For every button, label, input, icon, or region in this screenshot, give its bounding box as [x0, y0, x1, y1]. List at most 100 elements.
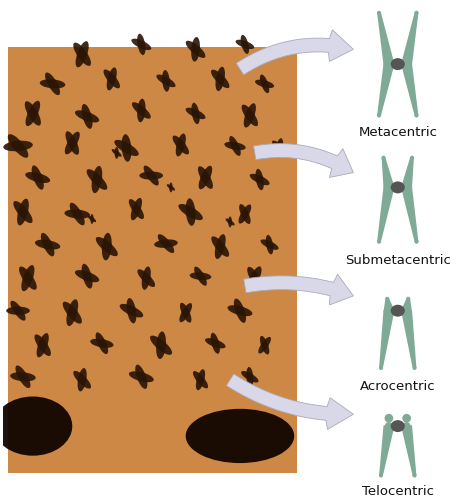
Ellipse shape — [90, 214, 94, 224]
Ellipse shape — [114, 147, 119, 159]
Ellipse shape — [381, 156, 385, 160]
Ellipse shape — [131, 38, 151, 50]
Polygon shape — [244, 274, 353, 305]
Polygon shape — [379, 310, 394, 368]
Ellipse shape — [137, 270, 155, 287]
Ellipse shape — [65, 132, 80, 154]
Ellipse shape — [255, 80, 274, 88]
Ellipse shape — [158, 234, 174, 253]
Ellipse shape — [385, 414, 393, 422]
Ellipse shape — [157, 74, 175, 87]
Ellipse shape — [35, 334, 51, 356]
Ellipse shape — [234, 298, 246, 323]
Ellipse shape — [178, 204, 203, 220]
Polygon shape — [236, 30, 353, 75]
Ellipse shape — [406, 297, 411, 301]
Ellipse shape — [193, 371, 208, 388]
Ellipse shape — [199, 166, 212, 190]
Ellipse shape — [192, 102, 200, 124]
Ellipse shape — [140, 172, 163, 179]
Ellipse shape — [129, 372, 154, 382]
Ellipse shape — [132, 102, 151, 118]
Ellipse shape — [377, 240, 381, 244]
Ellipse shape — [114, 140, 139, 156]
Ellipse shape — [385, 184, 393, 192]
Ellipse shape — [228, 305, 253, 316]
Ellipse shape — [75, 110, 99, 122]
Ellipse shape — [186, 409, 294, 463]
Ellipse shape — [112, 149, 122, 156]
Ellipse shape — [242, 104, 258, 126]
Ellipse shape — [414, 240, 419, 244]
Ellipse shape — [414, 114, 419, 117]
Ellipse shape — [156, 332, 166, 359]
Ellipse shape — [167, 184, 175, 190]
Ellipse shape — [107, 68, 117, 90]
Polygon shape — [377, 12, 394, 65]
Ellipse shape — [26, 172, 50, 183]
Ellipse shape — [385, 297, 389, 301]
Polygon shape — [227, 374, 353, 430]
Ellipse shape — [260, 74, 269, 93]
Ellipse shape — [229, 136, 241, 156]
Ellipse shape — [241, 371, 259, 382]
Ellipse shape — [36, 333, 49, 357]
Ellipse shape — [403, 60, 411, 68]
Ellipse shape — [258, 337, 271, 353]
Ellipse shape — [194, 266, 207, 286]
Ellipse shape — [186, 198, 196, 226]
Ellipse shape — [150, 336, 172, 355]
Ellipse shape — [196, 369, 205, 390]
Ellipse shape — [391, 304, 405, 316]
Ellipse shape — [0, 396, 72, 456]
Ellipse shape — [403, 60, 411, 68]
Polygon shape — [401, 12, 418, 65]
Ellipse shape — [17, 198, 29, 226]
Ellipse shape — [385, 60, 393, 68]
Ellipse shape — [211, 70, 229, 88]
Ellipse shape — [13, 201, 33, 223]
Ellipse shape — [266, 235, 273, 255]
Ellipse shape — [205, 338, 226, 348]
Ellipse shape — [8, 134, 28, 158]
Polygon shape — [379, 425, 394, 476]
Ellipse shape — [238, 204, 251, 224]
Ellipse shape — [73, 42, 91, 66]
Ellipse shape — [412, 474, 417, 478]
Ellipse shape — [173, 136, 189, 154]
Ellipse shape — [176, 134, 186, 156]
Ellipse shape — [190, 272, 211, 280]
Ellipse shape — [70, 202, 85, 226]
Ellipse shape — [96, 332, 108, 354]
Ellipse shape — [403, 414, 411, 422]
Ellipse shape — [185, 108, 206, 119]
Polygon shape — [401, 310, 416, 368]
Ellipse shape — [40, 79, 65, 88]
Ellipse shape — [403, 184, 411, 192]
Ellipse shape — [19, 266, 37, 290]
Ellipse shape — [82, 264, 93, 288]
Ellipse shape — [410, 156, 414, 160]
Ellipse shape — [78, 368, 87, 392]
Ellipse shape — [239, 204, 251, 224]
Ellipse shape — [180, 302, 192, 322]
Ellipse shape — [64, 210, 90, 218]
Ellipse shape — [260, 336, 269, 354]
Ellipse shape — [104, 70, 120, 88]
Ellipse shape — [272, 140, 287, 156]
Ellipse shape — [247, 267, 262, 289]
Ellipse shape — [16, 366, 30, 388]
Ellipse shape — [87, 169, 107, 190]
Ellipse shape — [66, 300, 78, 326]
Ellipse shape — [90, 338, 114, 348]
Text: Telocentric: Telocentric — [362, 486, 434, 498]
Ellipse shape — [142, 266, 151, 290]
Polygon shape — [401, 425, 416, 476]
Ellipse shape — [144, 166, 159, 186]
Ellipse shape — [3, 140, 33, 151]
Polygon shape — [384, 298, 394, 312]
Ellipse shape — [169, 182, 173, 192]
Ellipse shape — [385, 306, 393, 315]
Ellipse shape — [412, 366, 417, 370]
Ellipse shape — [137, 34, 146, 55]
